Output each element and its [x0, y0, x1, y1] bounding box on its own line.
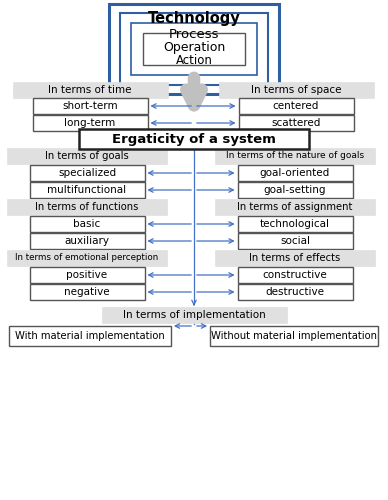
FancyBboxPatch shape — [12, 82, 168, 98]
Text: In terms of goals: In terms of goals — [45, 151, 129, 161]
Text: In terms of time: In terms of time — [48, 85, 132, 95]
Text: constructive: constructive — [263, 270, 327, 280]
Text: short-term: short-term — [62, 101, 118, 111]
FancyBboxPatch shape — [79, 129, 309, 149]
Text: basic: basic — [73, 219, 100, 229]
Text: negative: negative — [64, 287, 110, 297]
Text: specialized: specialized — [58, 168, 116, 178]
Text: With material implementation: With material implementation — [15, 331, 165, 341]
FancyBboxPatch shape — [29, 233, 144, 249]
FancyBboxPatch shape — [239, 98, 353, 114]
FancyBboxPatch shape — [237, 182, 353, 198]
Text: Without material implementation: Without material implementation — [211, 331, 377, 341]
FancyBboxPatch shape — [120, 13, 268, 85]
Text: goal-setting: goal-setting — [264, 185, 326, 195]
FancyBboxPatch shape — [210, 326, 378, 346]
Text: centered: centered — [273, 101, 319, 111]
FancyBboxPatch shape — [218, 82, 374, 98]
Text: Action: Action — [175, 54, 213, 66]
Text: Technology: Technology — [147, 10, 241, 26]
FancyBboxPatch shape — [215, 199, 375, 215]
FancyBboxPatch shape — [237, 216, 353, 232]
Text: technological: technological — [260, 219, 330, 229]
Text: In terms of functions: In terms of functions — [35, 202, 139, 212]
FancyBboxPatch shape — [102, 307, 286, 323]
FancyBboxPatch shape — [33, 98, 147, 114]
FancyBboxPatch shape — [7, 250, 167, 266]
FancyBboxPatch shape — [239, 115, 353, 131]
FancyBboxPatch shape — [237, 284, 353, 300]
FancyBboxPatch shape — [29, 267, 144, 283]
Text: In terms of space: In terms of space — [251, 85, 341, 95]
Text: scattered: scattered — [271, 118, 321, 128]
FancyBboxPatch shape — [29, 216, 144, 232]
FancyBboxPatch shape — [237, 165, 353, 181]
Text: long-term: long-term — [64, 118, 116, 128]
Text: multifunctional: multifunctional — [47, 185, 126, 195]
Text: In terms of emotional perception: In terms of emotional perception — [16, 254, 159, 262]
Text: social: social — [280, 236, 310, 246]
FancyBboxPatch shape — [237, 267, 353, 283]
FancyBboxPatch shape — [237, 233, 353, 249]
FancyBboxPatch shape — [9, 326, 171, 346]
Text: positive: positive — [66, 270, 107, 280]
Text: Ergaticity of a system: Ergaticity of a system — [112, 132, 276, 145]
FancyBboxPatch shape — [7, 148, 167, 164]
Text: In terms of implementation: In terms of implementation — [123, 310, 265, 320]
FancyBboxPatch shape — [215, 148, 375, 164]
FancyBboxPatch shape — [33, 115, 147, 131]
FancyBboxPatch shape — [215, 250, 375, 266]
FancyBboxPatch shape — [7, 199, 167, 215]
Text: Operation: Operation — [163, 40, 225, 54]
Text: In terms of effects: In terms of effects — [249, 253, 341, 263]
Text: goal-oriented: goal-oriented — [260, 168, 330, 178]
FancyBboxPatch shape — [131, 23, 257, 75]
Text: Process: Process — [169, 28, 219, 40]
Text: In terms of the nature of goals: In terms of the nature of goals — [226, 152, 364, 160]
Text: auxiliary: auxiliary — [64, 236, 109, 246]
FancyBboxPatch shape — [29, 182, 144, 198]
Text: In terms of assignment: In terms of assignment — [237, 202, 353, 212]
FancyBboxPatch shape — [29, 284, 144, 300]
FancyBboxPatch shape — [143, 33, 245, 65]
Text: destructive: destructive — [265, 287, 324, 297]
FancyBboxPatch shape — [109, 4, 279, 94]
FancyBboxPatch shape — [29, 165, 144, 181]
